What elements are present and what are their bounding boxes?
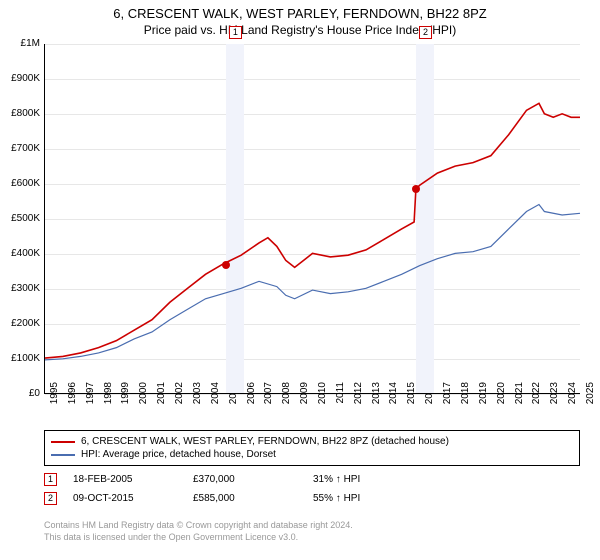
y-tick-label: £0 xyxy=(0,388,44,399)
sale-marker-box: 2 xyxy=(44,492,57,505)
sale-dot xyxy=(412,185,420,193)
legend-row: HPI: Average price, detached house, Dors… xyxy=(51,448,573,461)
sale-marker-box: 1 xyxy=(44,473,57,486)
sale-price: £585,000 xyxy=(193,493,313,504)
y-tick-label: £700K xyxy=(0,143,44,154)
sale-delta: 31% ↑ HPI xyxy=(313,474,433,485)
chart-title: 6, CRESCENT WALK, WEST PARLEY, FERNDOWN,… xyxy=(0,0,600,21)
sale-date: 18-FEB-2005 xyxy=(73,474,193,485)
chart-lines xyxy=(45,44,580,393)
sale-price: £370,000 xyxy=(193,474,313,485)
sale-dot xyxy=(222,261,230,269)
y-tick-label: £800K xyxy=(0,108,44,119)
sale-delta: 55% ↑ HPI xyxy=(313,493,433,504)
attribution-line-1: Contains HM Land Registry data © Crown c… xyxy=(44,520,353,532)
chart-subtitle: Price paid vs. HM Land Registry's House … xyxy=(0,21,600,37)
y-tick-label: £500K xyxy=(0,213,44,224)
series-property xyxy=(45,103,580,358)
y-tick-label: £100K xyxy=(0,353,44,364)
y-tick-label: £400K xyxy=(0,248,44,259)
y-tick-label: £900K xyxy=(0,73,44,84)
legend-row: 6, CRESCENT WALK, WEST PARLEY, FERNDOWN,… xyxy=(51,435,573,448)
y-tick-label: £200K xyxy=(0,318,44,329)
attribution: Contains HM Land Registry data © Crown c… xyxy=(44,520,353,543)
sale-date: 09-OCT-2015 xyxy=(73,493,193,504)
attribution-line-2: This data is licensed under the Open Gov… xyxy=(44,532,353,544)
y-tick-label: £1M xyxy=(0,38,44,49)
x-tick-label: 2025 xyxy=(585,382,596,412)
band-marker: 2 xyxy=(419,26,432,39)
legend-label: 6, CRESCENT WALK, WEST PARLEY, FERNDOWN,… xyxy=(81,436,449,447)
y-tick-label: £600K xyxy=(0,178,44,189)
sales-table: 1 18-FEB-2005£370,00031% ↑ HPI 2 09-OCT-201… xyxy=(44,470,580,508)
legend-swatch xyxy=(51,454,75,456)
band-marker: 1 xyxy=(229,26,242,39)
plot-area: 1995199619971998199920002001200220032004… xyxy=(44,44,580,394)
y-tick-label: £300K xyxy=(0,283,44,294)
sale-row: 2 09-OCT-2015£585,00055% ↑ HPI xyxy=(44,489,580,508)
series-hpi xyxy=(45,205,580,360)
legend: 6, CRESCENT WALK, WEST PARLEY, FERNDOWN,… xyxy=(44,430,580,466)
legend-label: HPI: Average price, detached house, Dors… xyxy=(81,449,276,460)
legend-swatch xyxy=(51,441,75,443)
sale-row: 1 18-FEB-2005£370,00031% ↑ HPI xyxy=(44,470,580,489)
